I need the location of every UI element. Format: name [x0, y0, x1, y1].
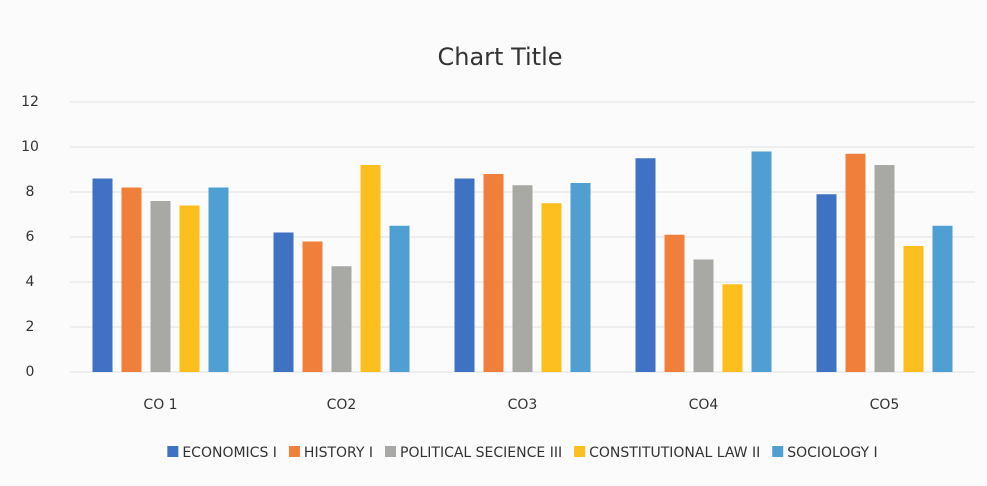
x-tick-label: CO2 — [327, 397, 357, 413]
bar — [208, 187, 229, 372]
bar — [121, 187, 142, 372]
bar — [179, 205, 200, 372]
bar — [874, 165, 895, 372]
y-tick-label: 6 — [26, 229, 35, 245]
y-tick-label: 0 — [26, 364, 35, 380]
bar — [454, 178, 475, 372]
bar — [331, 266, 352, 372]
bar — [273, 232, 294, 372]
legend-swatch — [288, 446, 300, 457]
bar — [92, 178, 113, 372]
y-tick-label: 4 — [26, 274, 35, 290]
bar — [816, 194, 837, 372]
bar — [932, 225, 953, 372]
x-tick-label: CO 1 — [143, 397, 177, 413]
x-tick-label: CO3 — [508, 397, 538, 413]
legend-swatch — [385, 446, 397, 457]
bar — [664, 234, 685, 372]
legend-swatch — [772, 446, 784, 457]
legend-label: CONSTITUTIONAL LAW II — [589, 445, 760, 461]
bar — [541, 203, 562, 372]
bar — [150, 201, 171, 372]
legend-swatch — [167, 446, 179, 457]
x-tick-label: CO5 — [870, 397, 900, 413]
legend-label: HISTORY I — [304, 445, 373, 461]
bar — [389, 225, 410, 372]
legend-label: SOCIOLOGY I — [787, 445, 877, 461]
bar — [302, 241, 323, 372]
bar — [903, 246, 924, 372]
legend-swatch — [574, 446, 586, 457]
bar — [635, 158, 656, 372]
bar — [512, 185, 533, 372]
legend-label: POLITICAL SECIENCE III — [400, 445, 562, 461]
y-tick-label: 12 — [21, 94, 39, 110]
y-tick-label: 8 — [26, 184, 35, 200]
y-tick-label: 10 — [21, 139, 39, 155]
legend-label: ECONOMICS I — [182, 445, 277, 461]
bar — [845, 153, 866, 372]
bar — [483, 174, 504, 372]
bar — [693, 259, 714, 372]
chart-title: Chart Title — [437, 43, 562, 71]
x-tick-label: CO4 — [689, 397, 719, 413]
y-tick-label: 2 — [26, 319, 35, 335]
bar — [570, 183, 591, 372]
bar — [751, 151, 772, 372]
bar — [722, 284, 743, 372]
bar — [360, 165, 381, 372]
